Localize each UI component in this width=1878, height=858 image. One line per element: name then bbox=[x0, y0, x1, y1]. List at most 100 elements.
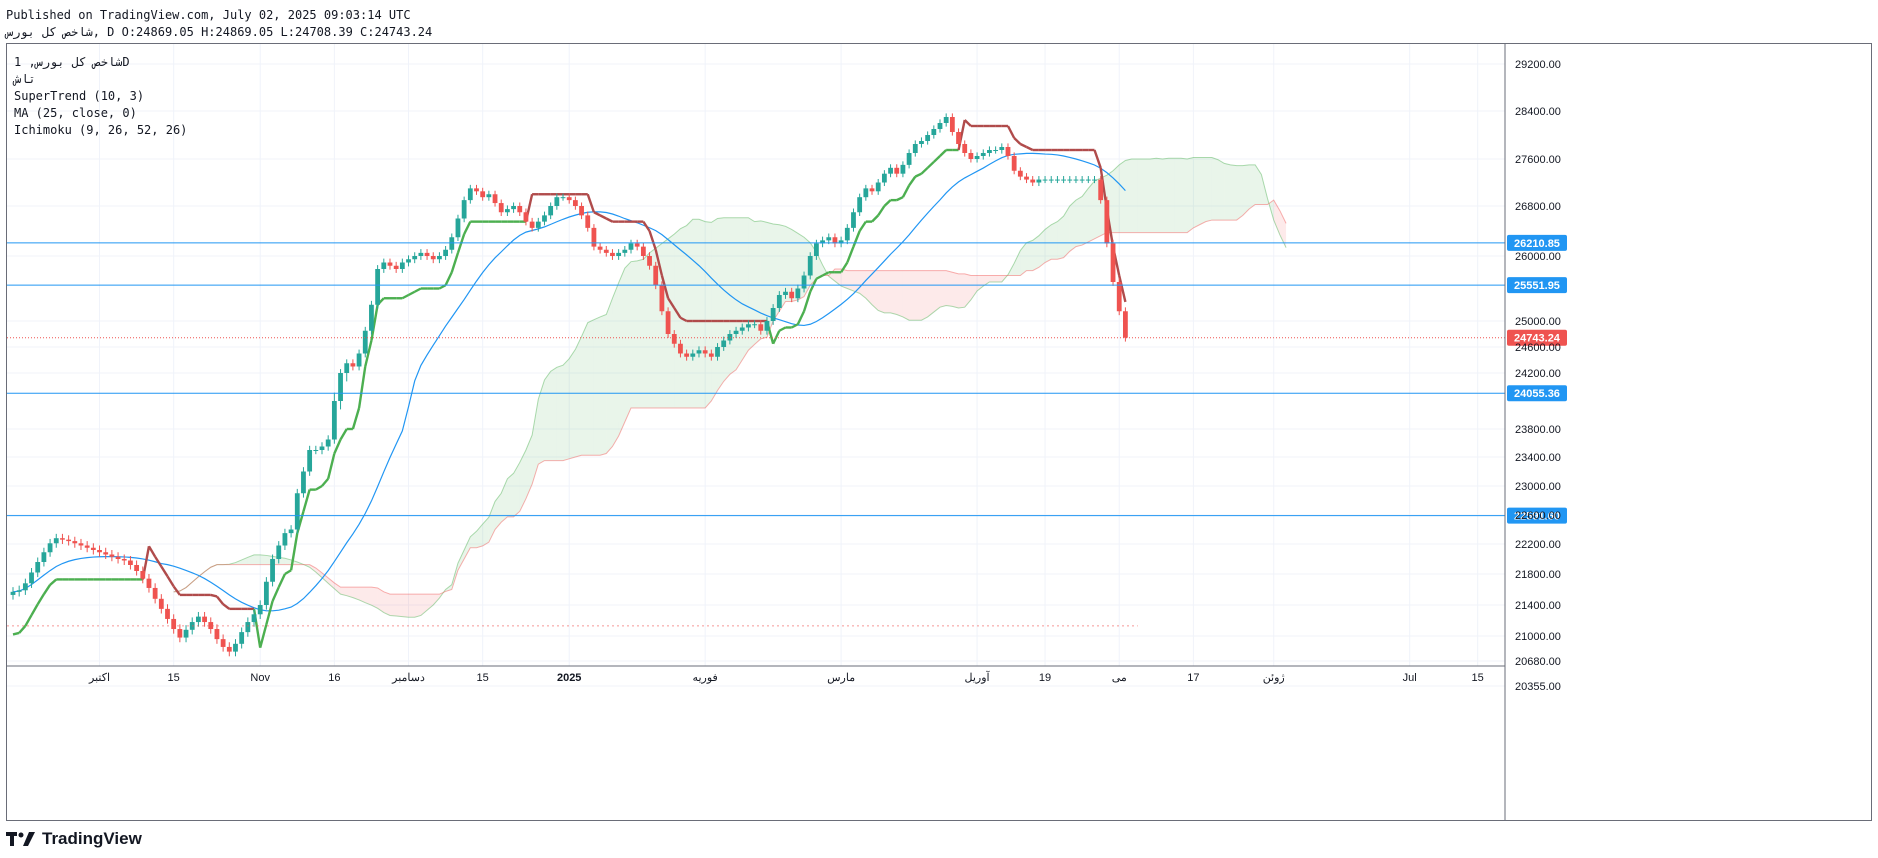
candle-body bbox=[492, 194, 498, 204]
candle-body bbox=[900, 164, 906, 174]
supertrend-segment bbox=[908, 175, 917, 187]
supertrend-segment bbox=[926, 161, 935, 169]
ichimoku-cloud-segment bbox=[624, 261, 631, 422]
legend-supertrend[interactable]: SuperTrend (10, 3) bbox=[14, 89, 145, 103]
ichimoku-cloud-segment bbox=[606, 298, 613, 454]
candle-body bbox=[610, 252, 615, 256]
supertrend-segment bbox=[846, 246, 855, 263]
supertrend-segment bbox=[222, 603, 231, 610]
ichimoku-cloud-segment bbox=[427, 594, 434, 611]
ichimoku-cloud-segment bbox=[1255, 164, 1262, 205]
ichimoku-cloud-segment bbox=[414, 594, 421, 618]
ichimoku-cloud-segment bbox=[556, 365, 564, 461]
ichimoku-cloud-segment bbox=[569, 349, 576, 459]
ichimoku-cloud-segment bbox=[643, 252, 650, 408]
candle-body bbox=[857, 197, 863, 213]
ichimoku-cloud-segment bbox=[902, 270, 910, 321]
candle-body bbox=[814, 243, 819, 256]
ichimoku-cloud-segment bbox=[952, 272, 959, 308]
supertrend-segment bbox=[791, 323, 799, 329]
supertrend-segment bbox=[586, 193, 596, 213]
ichimoku-cloud-segment bbox=[247, 554, 255, 565]
ichimoku-cloud-segment bbox=[631, 260, 638, 408]
candle-body bbox=[783, 291, 788, 295]
candle-body bbox=[696, 350, 702, 354]
candle-body bbox=[1110, 243, 1116, 282]
candle-body bbox=[801, 275, 807, 289]
ichimoku-cloud-segment bbox=[921, 270, 928, 321]
ichimoku-cloud-segment bbox=[927, 270, 934, 317]
x-tick-label: ژوئن bbox=[1263, 672, 1285, 684]
candle-body bbox=[171, 618, 177, 630]
supertrend-segment bbox=[271, 586, 280, 602]
candle-body bbox=[226, 646, 232, 652]
candle-body bbox=[103, 552, 109, 555]
candle-body bbox=[505, 209, 510, 213]
candle-body bbox=[529, 221, 535, 228]
candle-body bbox=[325, 439, 331, 447]
ichimoku-cloud-segment bbox=[940, 270, 947, 308]
supertrend-segment bbox=[815, 274, 824, 280]
tradingview-logo[interactable]: TradingView bbox=[6, 829, 142, 849]
candle-body bbox=[467, 188, 473, 201]
supertrend-segment bbox=[648, 230, 657, 251]
ichimoku-cloud-segment bbox=[970, 275, 978, 300]
legend-symbol[interactable]: شاخص کل بورس, 1D bbox=[14, 55, 130, 69]
chart-frame[interactable]: 26210.85 25551.95 24055.36 22591.60 24743.24… bbox=[6, 43, 1872, 821]
candle-body bbox=[307, 450, 313, 472]
candle-body bbox=[362, 330, 368, 354]
ichimoku-cloud-segment bbox=[933, 270, 940, 313]
supertrend-segment bbox=[463, 221, 472, 235]
ichimoku-cloud-segment bbox=[1156, 158, 1163, 233]
supertrend-segment bbox=[772, 330, 781, 345]
ichimoku-cloud-segment bbox=[476, 524, 483, 548]
candle-body bbox=[1036, 179, 1042, 183]
x-tick-label: Nov bbox=[250, 672, 270, 684]
legend-ichimoku[interactable]: Ichimoku (9, 26, 52, 26) bbox=[14, 123, 188, 137]
ichimoku-cloud-segment bbox=[371, 587, 378, 609]
candle-body bbox=[72, 541, 78, 544]
x-tick-label: مارس bbox=[827, 672, 855, 684]
horizontal-level-tag bbox=[1507, 234, 1567, 251]
ichimoku-cloud-segment bbox=[1273, 200, 1280, 235]
ichimoku-cloud-segment bbox=[1168, 158, 1175, 233]
ichimoku-cloud-segment bbox=[1051, 221, 1058, 260]
ichimoku-cloud-segment bbox=[445, 584, 452, 592]
ichimoku-cloud-segment bbox=[352, 587, 360, 600]
candle-body bbox=[424, 252, 430, 256]
supertrend-segment bbox=[660, 275, 670, 299]
candle-body bbox=[1042, 179, 1048, 181]
ichimoku-cloud-segment bbox=[1088, 181, 1095, 242]
supertrend-segment bbox=[172, 585, 181, 596]
candle-body bbox=[1067, 179, 1073, 181]
published-info: Published on TradingView.com, July 02, 2… bbox=[6, 8, 411, 22]
supertrend-segment bbox=[265, 600, 274, 625]
legend-sub: تاش bbox=[14, 72, 36, 86]
senkou-span-b bbox=[173, 199, 1287, 595]
candle-body bbox=[671, 334, 677, 344]
candle-body bbox=[22, 583, 28, 591]
ichimoku-cloud-segment bbox=[872, 270, 879, 311]
ichimoku-cloud-segment bbox=[396, 594, 403, 617]
y-tick-label: 23000.00 bbox=[1515, 481, 1561, 493]
candle-body bbox=[1055, 179, 1060, 181]
supertrend-segment bbox=[12, 631, 20, 636]
candle-body bbox=[733, 330, 739, 334]
ohlc-readout: شاخص کل بورس, D O:24869.05 H:24869.05 L:… bbox=[6, 25, 433, 39]
candle-body bbox=[523, 212, 529, 222]
candle-body bbox=[659, 285, 665, 312]
ichimoku-cloud-segment bbox=[1014, 250, 1021, 276]
candle-body bbox=[937, 123, 943, 129]
legend-ma[interactable]: MA (25, close, 0) bbox=[14, 106, 137, 120]
ichimoku-cloud-segment bbox=[723, 217, 730, 382]
candle-body bbox=[239, 632, 245, 644]
candle-body bbox=[1098, 179, 1104, 201]
candle-body bbox=[84, 545, 90, 548]
candle-body bbox=[35, 562, 41, 573]
candle-body bbox=[233, 643, 238, 652]
candle-body bbox=[1061, 179, 1066, 181]
ichimoku-cloud-segment bbox=[674, 228, 681, 408]
candle-body bbox=[375, 269, 381, 305]
price-chart[interactable]: 26210.85 25551.95 24055.36 22591.60 24743.24… bbox=[7, 44, 1871, 820]
horizontal-level-label: 26210.85 bbox=[1514, 238, 1560, 250]
